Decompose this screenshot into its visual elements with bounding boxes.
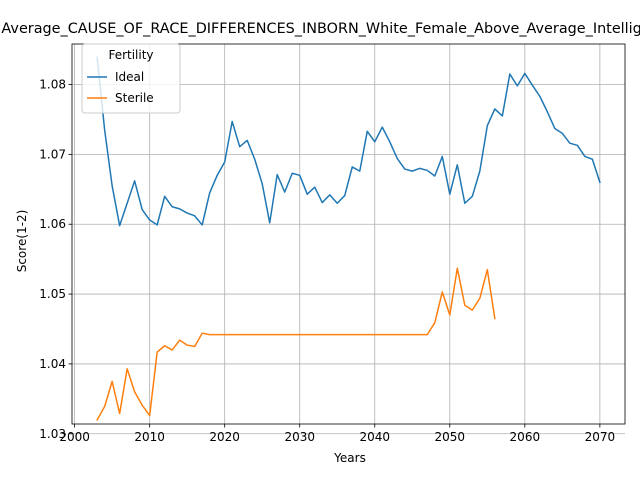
chart-title: Average_CAUSE_OF_RACE_DIFFERENCES_INBORN… [1, 21, 640, 37]
plot-frame [71, 43, 626, 425]
legend-label-ideal: Ideal [115, 70, 144, 84]
x-tick-label: 2020 [209, 430, 240, 444]
x-tick-label: 2040 [359, 430, 390, 444]
series-line-ideal [96, 56, 601, 227]
legend-title: Fertility [108, 48, 153, 62]
y-tick-label: 1.08 [39, 78, 66, 92]
legend: Fertility Ideal Sterile [81, 43, 181, 114]
x-tick-label: 2000 [59, 430, 90, 444]
y-tick-label: 1.07 [39, 147, 66, 161]
x-tick-label: 2030 [284, 430, 315, 444]
x-tick-label: 2070 [585, 430, 616, 444]
axis-ticks: 2000 2010 2020 2030 2040 2050 2060 2070 1.03 1.04… [39, 78, 615, 444]
y-tick-label: 1.05 [39, 287, 66, 301]
y-axis-label: Score(1-2) [15, 210, 29, 273]
y-tick-label: 1.03 [39, 427, 66, 441]
x-tick-label: 2010 [134, 430, 165, 444]
x-tick-label: 2060 [510, 430, 541, 444]
legend-label-sterile: Sterile [115, 91, 154, 105]
y-tick-label: 1.06 [39, 217, 66, 231]
y-tick-label: 1.04 [39, 357, 66, 371]
grid-lines [72, 44, 625, 435]
legend-box [81, 43, 181, 114]
x-axis-label: Years [333, 451, 366, 465]
series-group [96, 56, 601, 421]
x-tick-label: 2050 [435, 430, 466, 444]
series-line-sterile [96, 267, 496, 421]
